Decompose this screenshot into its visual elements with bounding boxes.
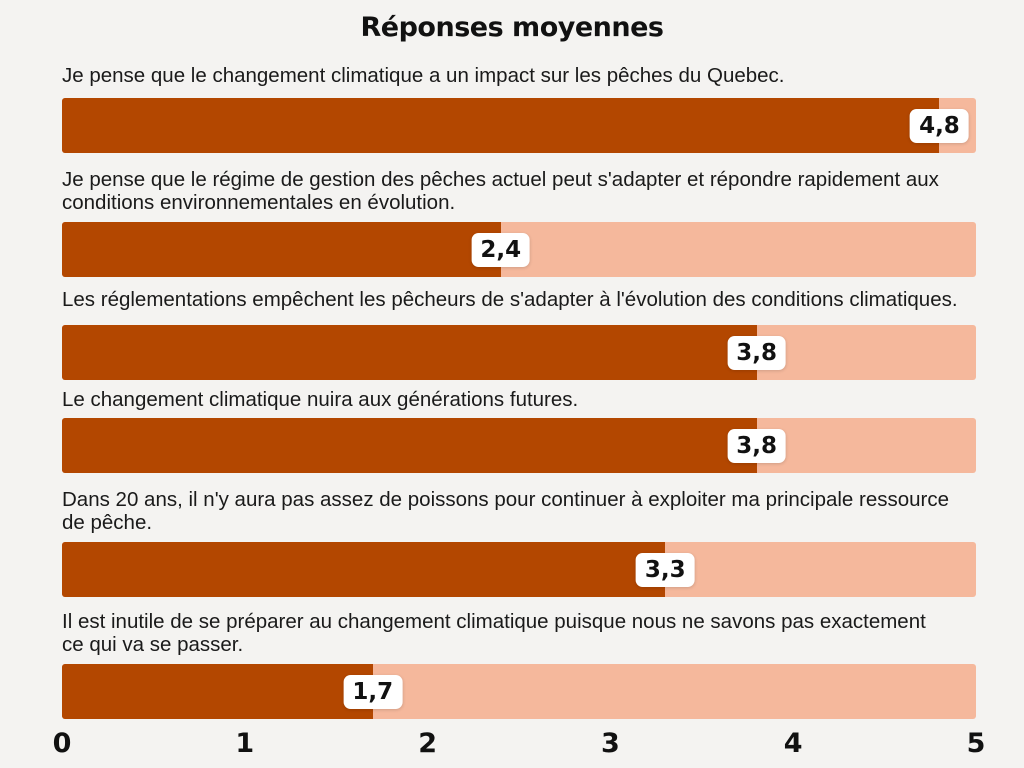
question-label-line: Le changement climatique nuira aux génér…: [62, 388, 579, 411]
bar-track: 3,3: [62, 542, 976, 597]
bar-fill: [62, 418, 757, 473]
question-label: Je pense que le régime de gestion des pê…: [62, 168, 939, 214]
bar-track: 1,7: [62, 664, 976, 719]
question-label: Le changement climatique nuira aux génér…: [62, 388, 578, 411]
question-label-line: Dans 20 ans, il n'y aura pas assez de po…: [62, 488, 950, 511]
value-label: 4,8: [910, 108, 969, 143]
value-label: 3,8: [727, 428, 786, 463]
value-label: 3,3: [635, 552, 695, 587]
value-label: 2,4: [471, 232, 531, 267]
question-label-line: conditions environnementales en évolutio…: [62, 191, 456, 214]
bar-fill: [62, 222, 501, 277]
x-tick-label: 4: [783, 728, 803, 759]
question-label-line: Je pense que le changement climatique a …: [62, 64, 785, 87]
bar-track: 4,8: [62, 98, 976, 153]
value-label: 1,7: [343, 674, 403, 709]
question-label-line: Les réglementations empêchent les pêcheu…: [62, 288, 958, 311]
question-label: Dans 20 ans, il n'y aura pas assez de po…: [62, 488, 949, 534]
bar-fill: [62, 98, 940, 153]
bar-fill: [62, 664, 373, 719]
x-tick-label: 0: [52, 728, 72, 759]
x-tick-label: 5: [966, 728, 986, 759]
bar-fill: [62, 325, 757, 380]
value-label: 3,8: [727, 335, 786, 370]
question-label: Il est inutile de se préparer au changem…: [62, 610, 926, 656]
chart-title: Réponses moyennes: [360, 12, 664, 43]
x-tick-label: 2: [418, 728, 437, 759]
bar-track: 3,8: [62, 418, 976, 473]
bar-track: 3,8: [62, 325, 976, 380]
question-label: Je pense que le changement climatique a …: [62, 64, 785, 87]
question-label-line: Je pense que le régime de gestion des pê…: [62, 168, 939, 191]
question-label-line: de pêche.: [62, 511, 153, 534]
question-label: Les réglementations empêchent les pêcheu…: [62, 288, 958, 311]
bar-fill: [62, 542, 666, 597]
x-tick-label: 1: [235, 728, 255, 759]
bar-track: 2,4: [62, 222, 976, 277]
x-tick-label: 3: [600, 728, 620, 759]
question-label-line: Il est inutile de se préparer au changem…: [62, 610, 926, 633]
question-label-line: ce qui va se passer.: [62, 633, 244, 656]
